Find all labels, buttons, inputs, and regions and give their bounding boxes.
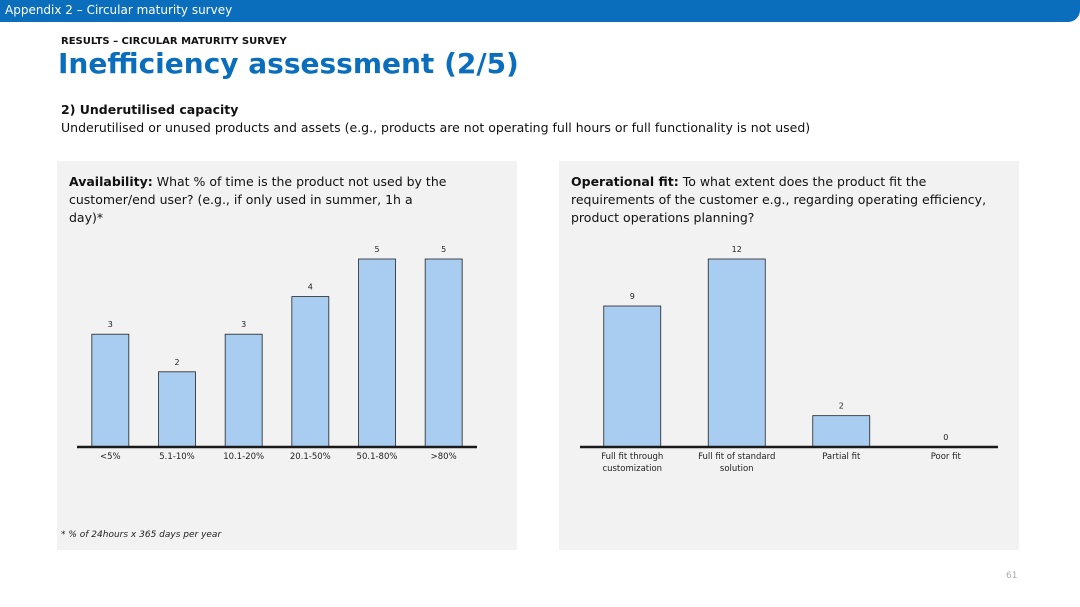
- x-tick-label: 5.1-10%: [159, 452, 195, 462]
- description: Underutilised or unused products and ass…: [61, 120, 811, 135]
- chart-title-text: To what extent does the product fit the …: [571, 174, 987, 225]
- chart-title-text: What % of time is the product not used b…: [69, 174, 447, 225]
- data-label: 12: [732, 245, 742, 254]
- banner-text: Appendix 2 – Circular maturity survey: [5, 3, 233, 17]
- bar: [91, 333, 130, 448]
- slide-title: Inefficiency assessment (2/5): [58, 47, 519, 80]
- chart-title: Operational fit: To what extent does the…: [571, 173, 1011, 227]
- x-tick-label: Poor fit: [930, 452, 961, 462]
- x-tick-label: >80%: [430, 452, 457, 462]
- footnote: * % of 24hours x 365 days per year: [61, 530, 222, 540]
- heading: 2) Underutilised capacity: [61, 102, 239, 117]
- bar: [291, 296, 330, 448]
- page-number: 61: [1006, 571, 1018, 581]
- data-label: 3: [241, 320, 246, 329]
- x-tick-label: <5%: [100, 452, 121, 462]
- chart-title-label: Operational fit:: [571, 174, 679, 189]
- data-label: 2: [839, 402, 844, 411]
- chart-panel: Availability: What % of time is the prod…: [57, 161, 517, 550]
- x-tick-label: 50.1-80%: [356, 452, 398, 462]
- data-label: 2: [174, 358, 179, 367]
- x-tick-label: 10.1-20%: [223, 452, 265, 462]
- chart-panel: Operational fit: To what extent does the…: [559, 161, 1019, 550]
- bar: [158, 371, 196, 448]
- data-label: 4: [308, 283, 313, 292]
- bar: [358, 258, 396, 448]
- x-tick-label: 20.1-50%: [289, 452, 331, 462]
- section-label: RESULTS – CIRCULAR MATURITY SURVEY: [61, 36, 287, 47]
- bar: [224, 333, 263, 448]
- chart: 3 2 3 4 5 5: [77, 245, 477, 449]
- bar: [603, 305, 662, 448]
- x-tick-label: Full fit of standard solution: [698, 452, 776, 474]
- data-label: 9: [630, 292, 635, 301]
- bar: [812, 415, 871, 448]
- data-label: 0: [943, 433, 948, 442]
- bar: [424, 258, 463, 448]
- banner: [0, 0, 1080, 22]
- x-tick-label: Partial fit: [822, 452, 861, 462]
- data-label: 3: [108, 320, 113, 329]
- chart-title-label: Availability:: [69, 174, 153, 189]
- chart-title: Availability: What % of time is the prod…: [69, 173, 449, 227]
- bar: [707, 258, 766, 448]
- data-label: 5: [374, 245, 379, 254]
- chart: 9 12 2 0: [580, 245, 998, 449]
- data-label: 5: [441, 245, 446, 254]
- x-tick-label: Full fit through customization: [601, 452, 664, 474]
